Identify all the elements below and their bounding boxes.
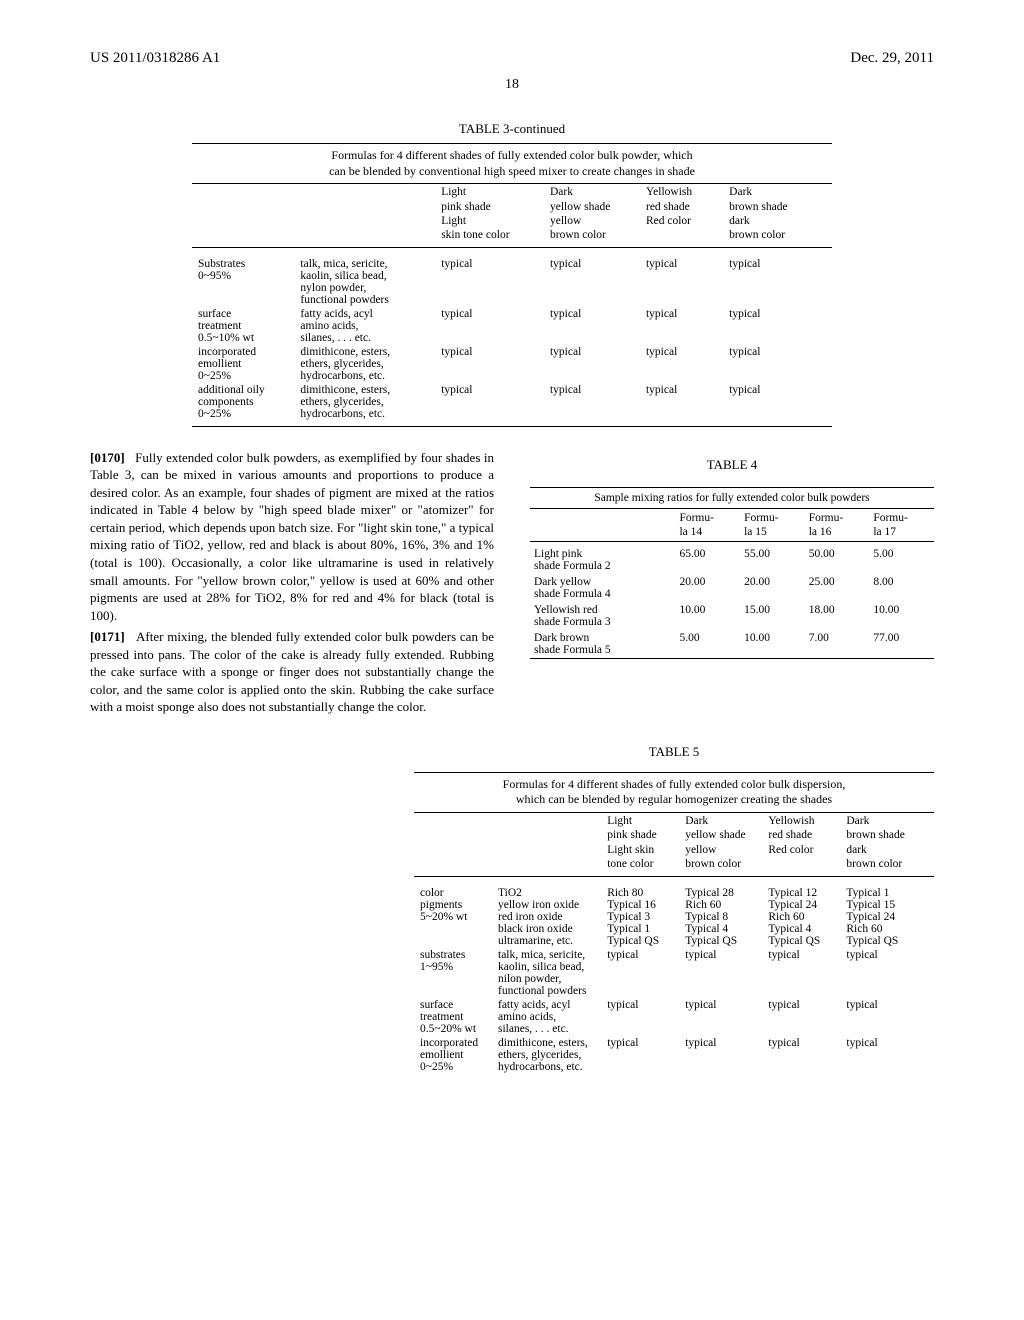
- table-row: incorporatedemollient0~25% dimithicone, …: [414, 1036, 934, 1074]
- table-3-caption: TABLE 3-continued: [192, 121, 832, 137]
- table-row: Dark brownshade Formula 55.0010.007.0077…: [530, 630, 934, 659]
- table-3-subcaption: Formulas for 4 different shades of fully…: [192, 143, 832, 184]
- table-4-subcaption: Sample mixing ratios for fully extended …: [530, 487, 934, 509]
- table-5-body: Lightpink shadeLight skintone color Dark…: [414, 813, 934, 1074]
- table-5-caption: TABLE 5: [414, 744, 934, 760]
- table-row: color pigments5~20% wt TiO2yellow iron o…: [414, 886, 934, 948]
- paragraph-0171: [0171] After mixing, the blended fully e…: [90, 628, 494, 716]
- table-4-caption: TABLE 4: [530, 457, 934, 473]
- table-row: incorporatedemollient0~25% dimithicone, …: [192, 345, 832, 383]
- table-row: Light pinkshade Formula 265.0055.0050.00…: [530, 546, 934, 574]
- table-3: TABLE 3-continued Formulas for 4 differe…: [192, 121, 832, 427]
- table-5: TABLE 5 Formulas for 4 different shades …: [414, 744, 934, 1074]
- table-row: Yellowish redshade Formula 310.0015.0018…: [530, 602, 934, 630]
- table-3-body: Lightpink shadeLightskin tone color Dark…: [192, 184, 832, 427]
- table-row: additional oilycomponents0~25% dimithico…: [192, 383, 832, 427]
- table-row: surfacetreatment0.5~10% wt fatty acids, …: [192, 307, 832, 345]
- table-4: TABLE 4 Sample mixing ratios for fully e…: [530, 457, 934, 660]
- page-number: 18: [90, 77, 934, 93]
- table-5-subcaption: Formulas for 4 different shades of fully…: [414, 772, 934, 813]
- publication-date: Dec. 29, 2011: [850, 50, 934, 67]
- table-row: Dark yellowshade Formula 420.0020.0025.0…: [530, 574, 934, 602]
- page-header: US 2011/0318286 A1 Dec. 29, 2011: [90, 50, 934, 67]
- table-row: substrates1~95% talk, mica, sericite,kao…: [414, 948, 934, 998]
- table-row: Substrates0~95% talk, mica, sericite,kao…: [192, 257, 832, 307]
- paragraph-0170: [0170] Fully extended color bulk powders…: [90, 449, 494, 624]
- table-row: surfacetreatment0.5~20% wt fatty acids, …: [414, 998, 934, 1036]
- publication-number: US 2011/0318286 A1: [90, 50, 220, 67]
